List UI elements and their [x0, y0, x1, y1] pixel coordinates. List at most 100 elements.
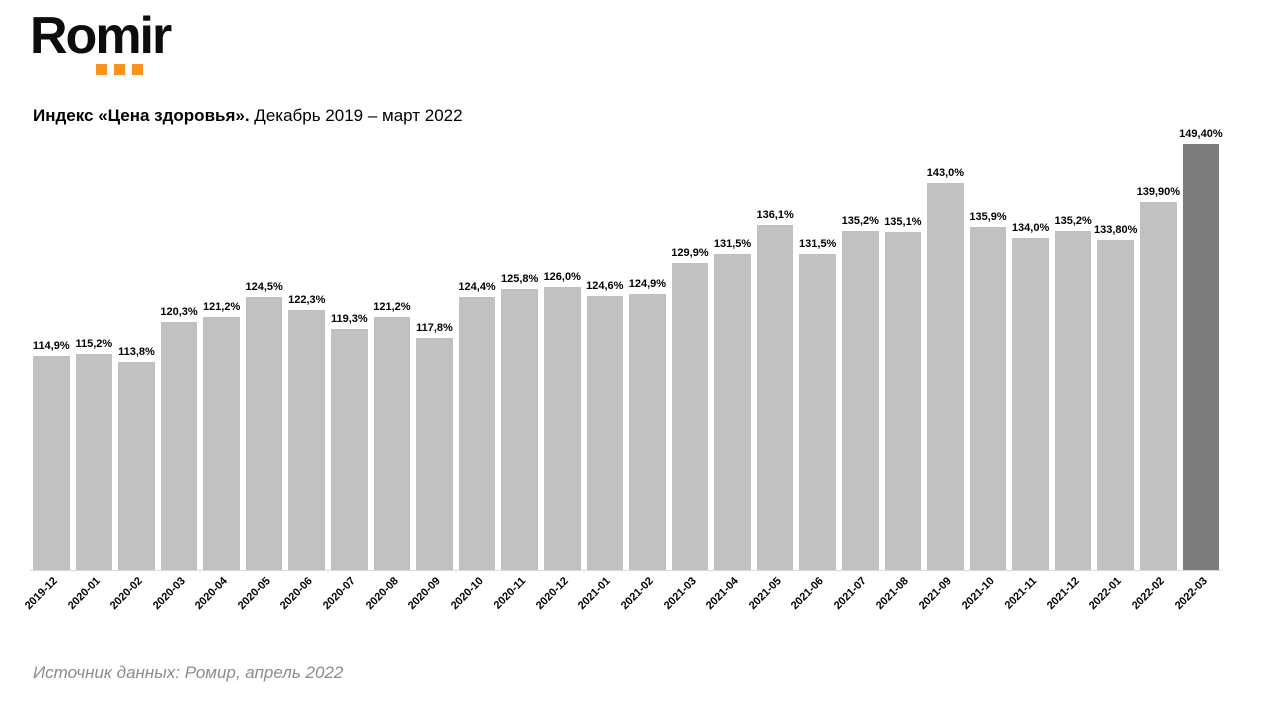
- bar-2021-03: [671, 263, 709, 570]
- bar-slot: 136,1% 2021-05: [747, 140, 797, 612]
- logo-dot-icon: [114, 64, 125, 75]
- bar-slot: 135,2% 2021-12: [1045, 140, 1095, 612]
- bar-value-label: 131,5%: [799, 237, 837, 250]
- bar-value-label: 121,2%: [373, 300, 411, 313]
- bar-value-label: 149,40%: [1179, 127, 1223, 140]
- bar-slot: 131,5% 2021-06: [789, 140, 839, 612]
- logo-dot-icon: [96, 64, 107, 75]
- chart-title: Индекс «Цена здоровья». Декабрь 2019 – м…: [33, 105, 463, 127]
- x-axis-line: [30, 570, 1222, 571]
- bar-value-label: 129,9%: [671, 247, 709, 260]
- bar-value-label: 124,5%: [245, 280, 283, 293]
- x-axis-label: 2022-02: [1129, 575, 1167, 613]
- bar-slot: 113,8% 2020-02: [108, 140, 158, 612]
- bar-value-label: 136,1%: [756, 209, 794, 222]
- x-axis-label: 2019-12: [22, 575, 60, 613]
- x-axis-label: 2021-08: [874, 575, 912, 613]
- romir-logo: Romir: [30, 8, 230, 88]
- bar-value-label: 131,5%: [713, 237, 752, 250]
- x-axis-label: 2020-11: [491, 575, 529, 612]
- bar-slot: 115,2% 2020-01: [65, 140, 116, 612]
- bar-2020-06: [288, 310, 326, 570]
- bar-slot: 135,2% 2021-07: [832, 140, 882, 612]
- bar-2022-01: [1097, 239, 1135, 570]
- bar-slot: 143,0% 2021-09: [917, 140, 967, 612]
- x-axis-label: 2020-12: [533, 575, 571, 613]
- x-axis-label: 2020-05: [235, 575, 273, 613]
- bar-2021-12: [1054, 230, 1092, 570]
- bar-2021-11: [1012, 238, 1049, 570]
- x-axis-label: 2021-02: [618, 575, 656, 613]
- bar-value-label: 113,8%: [118, 346, 155, 359]
- bar-value-label: 135,2%: [1054, 214, 1092, 227]
- x-axis-label: 2021-10: [959, 575, 997, 613]
- bar-value-label: 143,0%: [926, 167, 965, 179]
- bar-slot: 121,2% 2020-08: [363, 140, 414, 612]
- bar-value-label: 115,2%: [75, 337, 113, 350]
- source-note: Источник данных: Ромир, апрель 2022: [33, 663, 344, 682]
- x-axis-label: 2021-12: [1044, 575, 1082, 613]
- x-axis-label: 2021-05: [746, 575, 784, 613]
- bar-series: 114,9% 2019-12 115,2% 2020-01 113,8% 2020-02 1…: [23, 128, 1223, 613]
- bar-value-label: 135,9%: [969, 210, 1007, 223]
- bar-2020-02: [118, 362, 155, 570]
- bar-2021-02: [629, 294, 666, 570]
- bar-slot: 124,9% 2021-02: [619, 140, 669, 612]
- bar-2020-09: [416, 337, 453, 570]
- x-axis-label: 2020-03: [150, 575, 188, 613]
- x-axis-label: 2022-03: [1172, 575, 1210, 613]
- bar-2021-05: [756, 225, 794, 570]
- bar-slot: 133,80% 2022-01: [1087, 140, 1138, 613]
- x-axis-label: 2020-07: [320, 575, 358, 613]
- bar-value-label: 135,2%: [841, 214, 879, 227]
- bar-2020-04: [203, 316, 240, 570]
- bar-slot: 120,3% 2020-03: [150, 140, 201, 612]
- bar-value-label: 122,3%: [288, 294, 326, 307]
- romir-logo-dots: [96, 64, 143, 75]
- bar-slot: 149,40% 2022-03: [1172, 128, 1222, 612]
- x-axis-label: 2020-06: [278, 575, 316, 613]
- bar-value-label: 114,9%: [32, 339, 70, 352]
- bar-value-label: 124,4%: [458, 281, 496, 294]
- bar-slot: 135,9% 2021-10: [959, 140, 1010, 612]
- bar-value-label: 133,80%: [1094, 223, 1138, 236]
- bar-value-label: 119,3%: [330, 312, 368, 325]
- bar-2019-12: [33, 355, 70, 570]
- x-axis-label: 2021-06: [789, 575, 827, 613]
- bar-value-label: 126,0%: [543, 271, 581, 284]
- bar-slot: 139,90% 2022-02: [1130, 140, 1181, 612]
- bar-value-label: 124,6%: [586, 280, 624, 293]
- romir-logo-text: Romir: [30, 7, 172, 65]
- x-axis-label: 2021-07: [831, 575, 869, 613]
- bar-slot: 121,2% 2020-04: [193, 140, 243, 612]
- bar-2022-02: [1140, 202, 1177, 570]
- bar-2020-10: [458, 297, 496, 570]
- bar-value-label: 120,3%: [160, 306, 198, 319]
- x-axis-label: 2021-09: [916, 575, 954, 613]
- bar-value-label: 121,2%: [202, 300, 241, 313]
- x-axis-label: 2021-04: [703, 575, 742, 613]
- bar-2021-01: [586, 296, 624, 570]
- x-axis-label: 2022-01: [1087, 575, 1125, 613]
- bar-2021-09: [927, 183, 964, 570]
- bar-2021-10: [969, 226, 1007, 570]
- bar-slot: 124,4% 2020-10: [449, 140, 499, 612]
- bar-slot: 124,5% 2020-05: [236, 140, 286, 612]
- bar-slot: 117,8% 2020-09: [406, 140, 456, 612]
- bar-value-label: 139,90%: [1136, 186, 1181, 199]
- bar-chart: 114,9% 2019-12 115,2% 2020-01 113,8% 2020-02 1…: [23, 128, 1223, 613]
- bar-slot: 135,1% 2021-08: [874, 140, 925, 613]
- bar-2020-05: [245, 296, 283, 570]
- logo-dot-icon: [132, 64, 143, 75]
- bar-2021-07: [841, 230, 879, 570]
- bar-slot: 134,0% 2021-11: [1002, 140, 1052, 611]
- bar-value-label: 124,9%: [628, 278, 667, 291]
- x-axis-label: 2021-11: [1002, 575, 1040, 612]
- bar-2020-03: [160, 322, 198, 570]
- x-axis-label: 2020-01: [65, 575, 103, 613]
- bar-2020-08: [373, 316, 411, 570]
- bar-value-label: 117,8%: [416, 321, 453, 334]
- bar-slot: 114,9% 2019-12: [23, 140, 73, 612]
- x-axis-label: 2020-10: [448, 575, 486, 613]
